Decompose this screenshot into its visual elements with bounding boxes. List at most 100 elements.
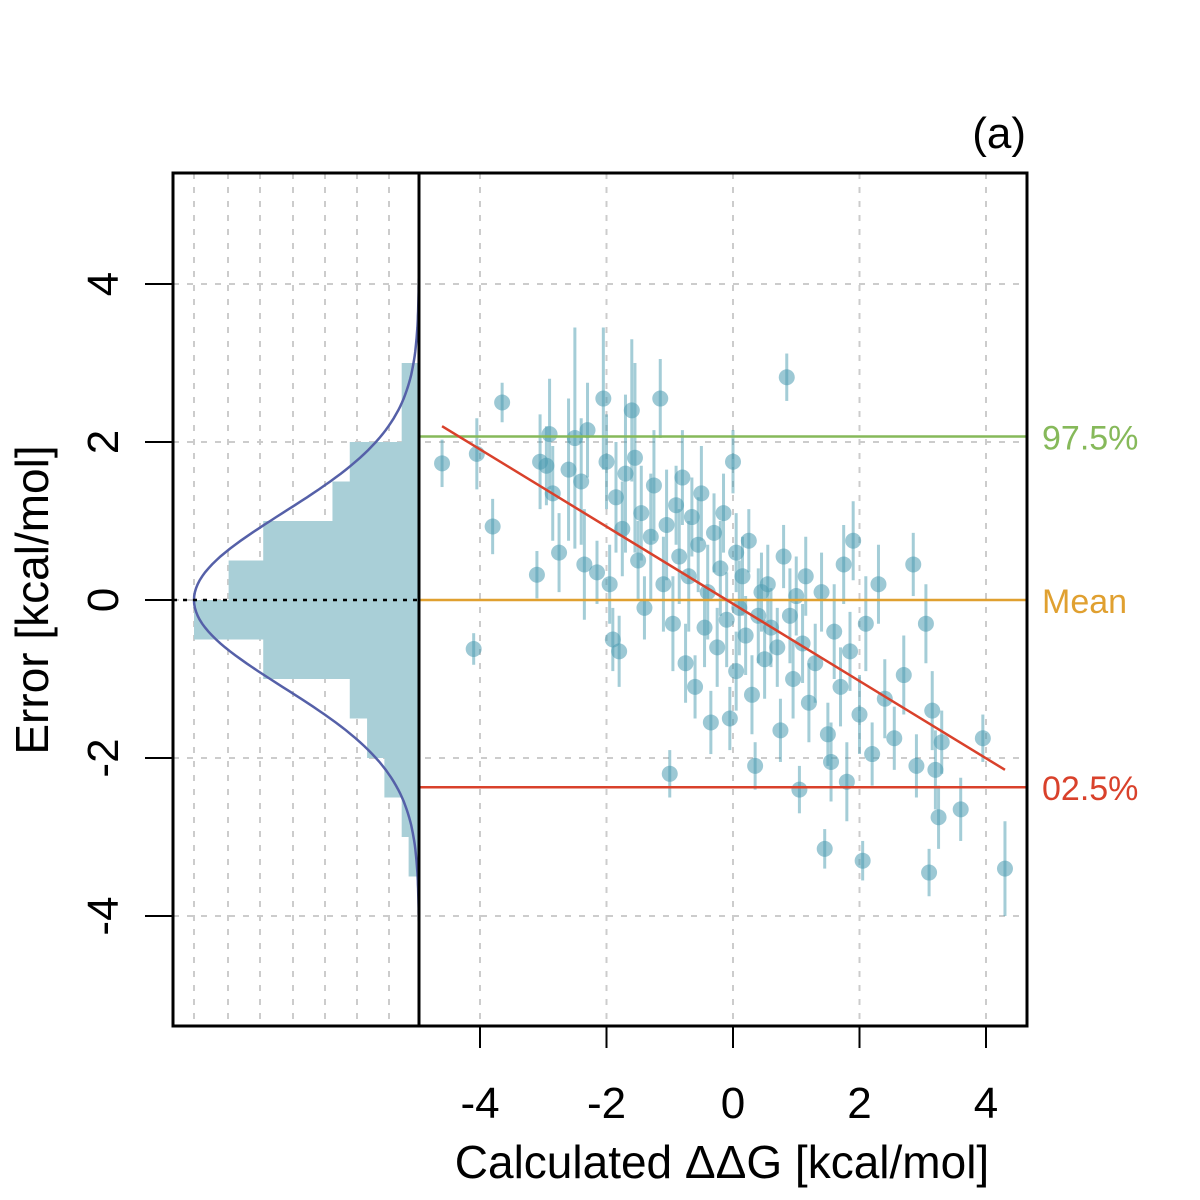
data-marker [728,544,745,561]
data-marker [781,607,798,624]
data-point [721,686,738,751]
data-point [725,430,741,494]
data-point [778,353,795,401]
data-marker [952,801,969,818]
data-marker [706,524,723,541]
data-marker [633,505,650,522]
data-point [842,611,859,691]
panel-label: (a) [972,109,1026,158]
histogram-bar [408,837,419,877]
reference-label: 97.5% [1042,419,1138,457]
data-marker [870,576,887,593]
data-point [693,445,710,541]
data-marker [715,505,732,522]
data-point [468,418,485,490]
regression-line [441,425,1006,771]
data-marker [595,390,612,407]
data-point [728,631,745,711]
data-marker [566,430,583,447]
data-marker [791,781,808,798]
data-point [671,509,688,604]
data-marker [819,726,836,743]
data-point [551,513,568,593]
data-point [601,544,618,624]
data-point [838,742,855,822]
data-marker [551,544,568,561]
data-point [933,710,950,774]
data-point [573,418,590,545]
data-marker [528,566,545,583]
histogram-bar [349,442,419,482]
data-marker [728,663,745,680]
data-point [709,607,726,687]
data-point [857,576,874,672]
data-point [921,848,938,897]
y-tick-label: -4 [79,896,128,935]
data-point [607,442,624,553]
data-point [769,607,786,687]
data-point [772,698,789,762]
histogram-bar [384,758,419,798]
data-marker [734,568,751,585]
y-tick-label: 4 [79,272,128,296]
data-point [835,524,852,604]
data-point [715,473,732,553]
marginal-histogram [194,363,419,877]
data-marker [642,528,659,545]
data-marker [652,390,669,407]
data-point [845,501,862,581]
data-point [974,714,991,762]
data-marker [864,746,881,763]
data-marker [658,516,675,533]
data-marker [775,548,792,565]
data-marker [626,449,643,466]
data-point [743,655,760,735]
data-marker [845,532,862,549]
data-marker [664,615,681,632]
x-tick-label: 2 [847,1079,871,1128]
data-point [930,785,947,849]
data-point [645,430,662,541]
data-point [661,750,678,798]
data-marker [604,631,621,648]
data-point [740,509,757,573]
data-marker [601,576,618,593]
data-point [706,493,723,573]
scatter-series [434,327,1013,916]
data-point [781,568,798,664]
data-point [674,430,691,525]
data-marker [630,552,647,569]
data-marker [823,753,840,770]
data-marker [927,761,944,778]
data-point [996,821,1013,916]
data-marker [933,734,950,751]
data-marker [908,757,925,774]
data-point [854,840,871,881]
data-marker [721,710,738,727]
data-marker [671,548,688,565]
reference-label: 02.5% [1042,770,1138,808]
data-point [870,544,887,624]
data-marker [579,422,596,439]
data-marker [797,568,814,585]
data-marker [709,639,726,656]
data-marker [905,556,922,573]
data-point [864,722,881,786]
histogram-bar [194,600,419,640]
data-marker [769,639,786,656]
data-marker [857,615,874,632]
x-tick-label: 4 [974,1079,998,1128]
data-point [528,551,545,599]
data-marker [924,702,941,719]
data-point [484,498,501,555]
data-marker [645,477,662,494]
data-marker [614,520,631,537]
data-marker [465,640,482,657]
data-marker [826,623,843,640]
data-marker [655,576,672,593]
data-marker [740,532,757,549]
data-marker [693,485,710,502]
data-point [494,382,511,423]
data-marker [598,453,615,470]
